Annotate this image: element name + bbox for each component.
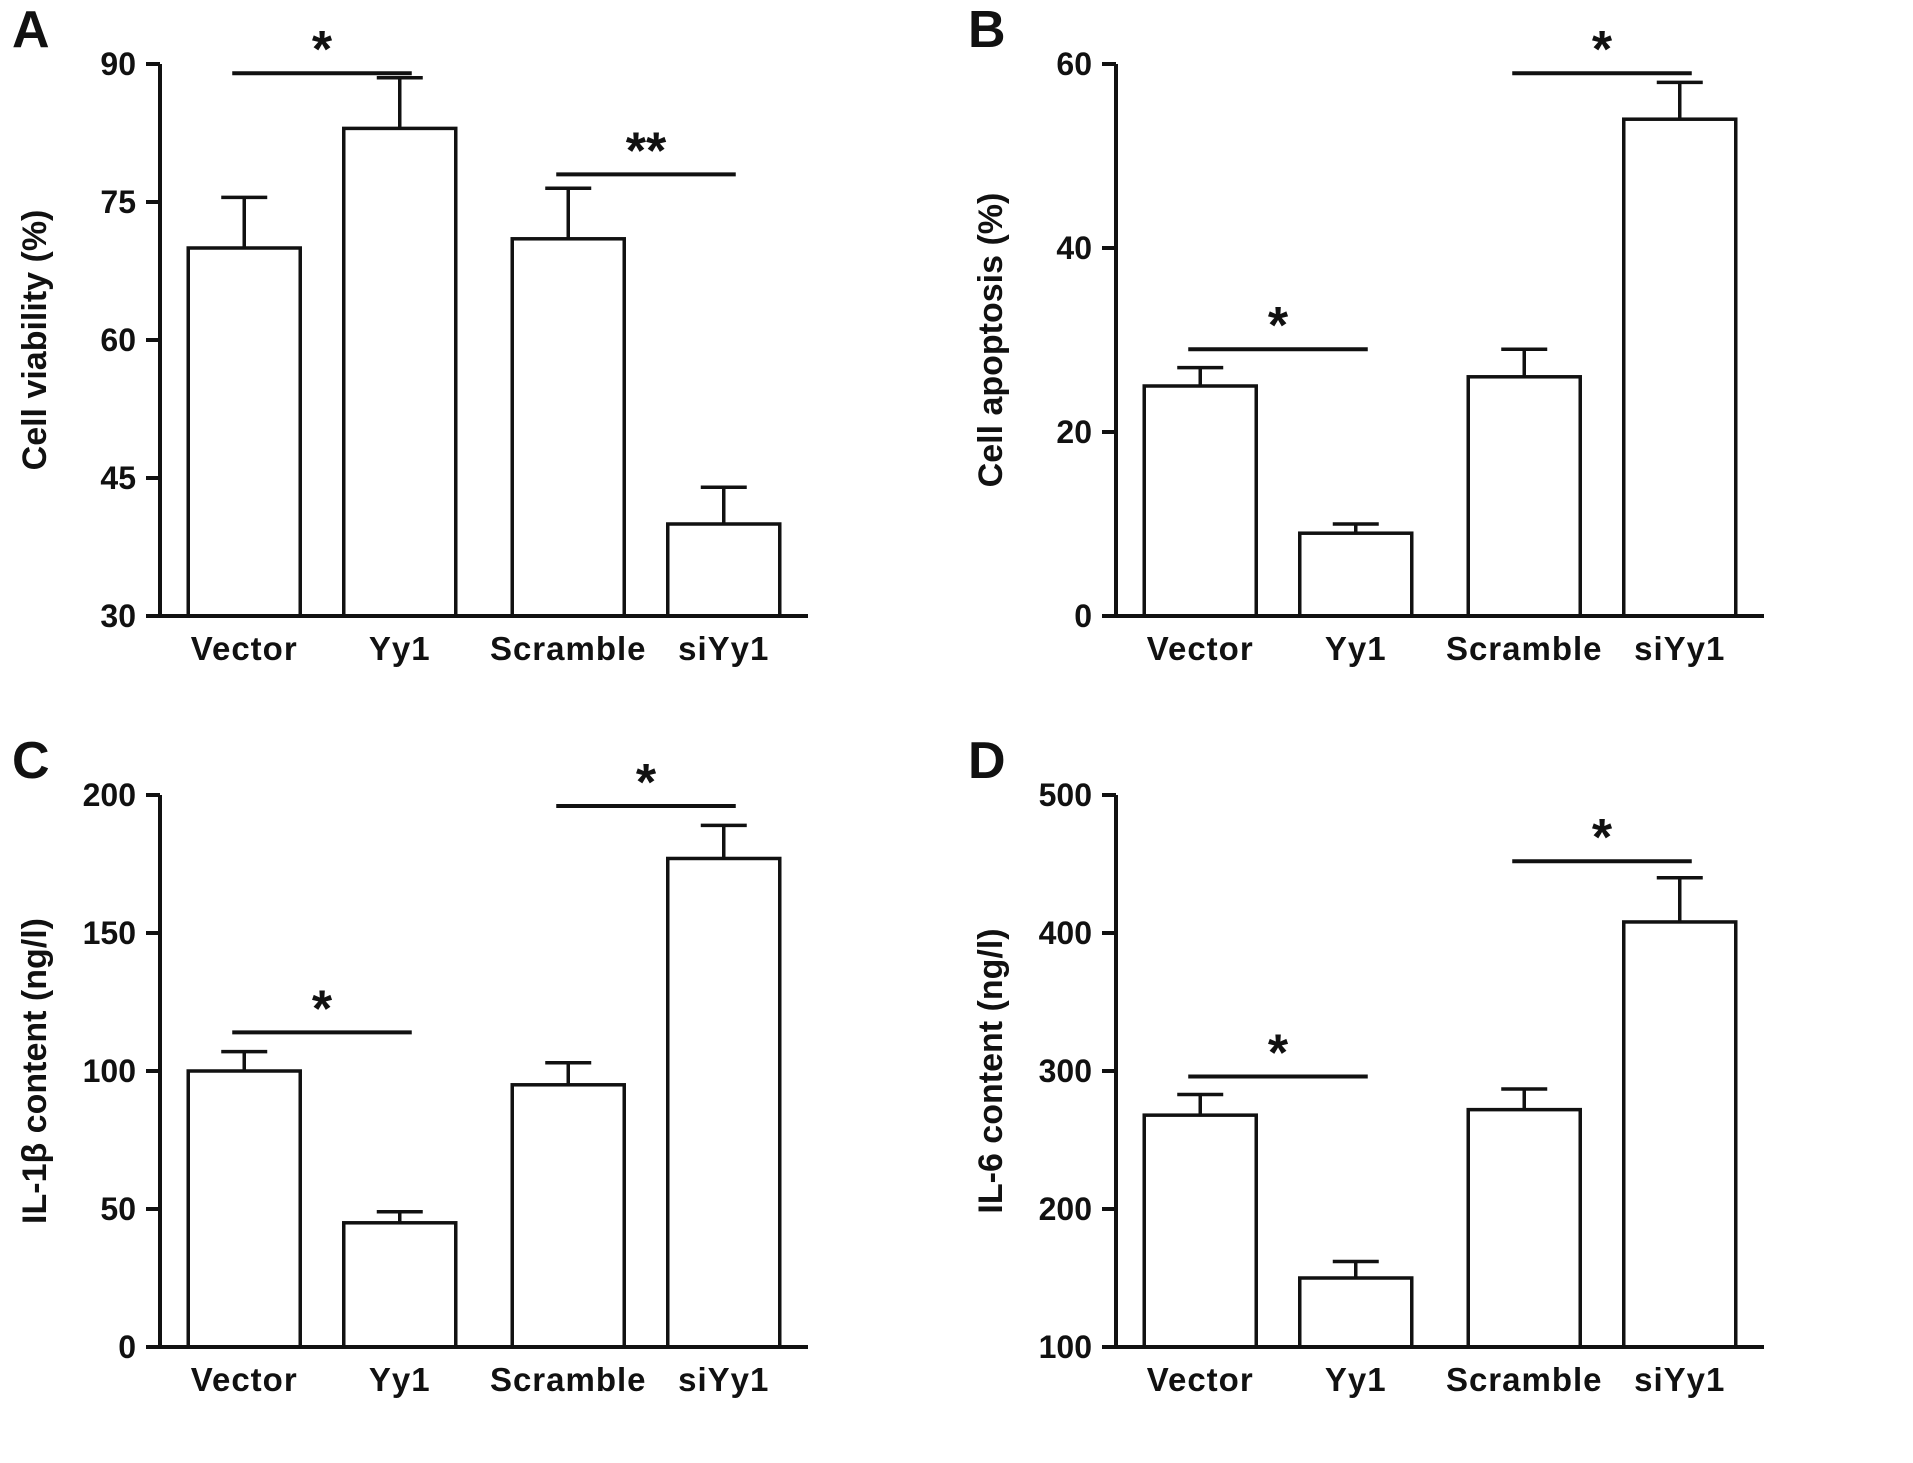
y-axis-label: Cell apoptosis (%) <box>972 193 1010 488</box>
panel-d-letter: D <box>968 732 1006 790</box>
significance-asterisk: * <box>1268 1025 1289 1083</box>
category-label-siyy1: siYy1 <box>1634 1361 1725 1398</box>
bar-yy1 <box>1298 531 1414 618</box>
bar-siyy1 <box>666 522 782 618</box>
significance-asterisk: * <box>1592 809 1613 867</box>
panel-d: D 100 200 300 400 500 IL-6 content (ng/l) Vect… <box>956 731 1913 1463</box>
panel-b: B 0 20 40 60 Cell apoptosis (%) Vector Yy1 Scra… <box>956 0 1913 731</box>
bar-scramble <box>1466 1107 1582 1349</box>
significance-asterisk: ** <box>626 122 667 180</box>
y-axis-label: Cell viability (%) <box>16 210 54 471</box>
y-tick-label: 20 <box>1056 414 1092 450</box>
category-label-vector: Vector <box>1147 630 1254 667</box>
bar-siyy1 <box>1622 117 1738 618</box>
y-tick-label: 300 <box>1039 1053 1092 1089</box>
significance-asterisk: * <box>1592 21 1613 79</box>
category-label-yy1: Yy1 <box>369 630 431 667</box>
panel-c: C 0 50 100 150 200 IL-1β content (ng/l) Vector… <box>0 731 956 1463</box>
y-tick-label: 0 <box>118 1329 136 1365</box>
category-label-vector: Vector <box>1147 1361 1254 1398</box>
bar-siyy1 <box>666 856 782 1349</box>
panel-a-chart: 30 45 60 75 90 Cell viability (%) Vector Yy1 Scr… <box>16 21 808 667</box>
significance-asterisk: * <box>312 21 333 79</box>
bar-scramble <box>510 1083 626 1349</box>
panel-b-letter: B <box>968 1 1006 59</box>
y-axis-label: IL-1β content (ng/l) <box>16 918 54 1224</box>
y-tick-label: 0 <box>1074 598 1092 634</box>
bar-scramble <box>510 237 626 618</box>
y-tick-label: 90 <box>100 46 136 82</box>
bar-siyy1 <box>1622 920 1738 1349</box>
y-tick-label: 200 <box>1039 1191 1092 1227</box>
y-tick-label: 45 <box>100 460 136 496</box>
y-tick-label: 100 <box>83 1053 136 1089</box>
bar-vector <box>186 246 302 618</box>
category-label-yy1: Yy1 <box>1325 1361 1387 1398</box>
significance-asterisk: * <box>1268 297 1289 355</box>
significance-asterisk: * <box>312 980 333 1038</box>
category-label-vector: Vector <box>191 1361 298 1398</box>
category-label-siyy1: siYy1 <box>678 630 769 667</box>
y-tick-label: 60 <box>1056 46 1092 82</box>
bar-scramble <box>1466 375 1582 618</box>
y-tick-label: 200 <box>83 777 136 813</box>
panel-b-chart: 0 20 40 60 Cell apoptosis (%) Vector Yy1 Scramb… <box>972 21 1764 667</box>
category-label-yy1: Yy1 <box>1325 630 1387 667</box>
bar-yy1 <box>1298 1276 1414 1349</box>
y-tick-label: 40 <box>1056 230 1092 266</box>
category-label-scramble: Scramble <box>1446 630 1603 667</box>
significance-asterisk: * <box>636 754 657 812</box>
category-label-scramble: Scramble <box>490 630 647 667</box>
y-tick-label: 50 <box>100 1191 136 1227</box>
panel-c-chart: 0 50 100 150 200 IL-1β content (ng/l) Vector Yy… <box>16 754 808 1398</box>
panel-a-letter: A <box>12 1 50 59</box>
category-label-vector: Vector <box>191 630 298 667</box>
bar-vector <box>186 1069 302 1349</box>
category-label-scramble: Scramble <box>1446 1361 1603 1398</box>
panel-d-chart: 100 200 300 400 500 IL-6 content (ng/l) Vector… <box>972 777 1764 1398</box>
y-tick-label: 400 <box>1039 915 1092 951</box>
category-label-scramble: Scramble <box>490 1361 647 1398</box>
bar-vector <box>1142 1113 1258 1349</box>
y-tick-label: 150 <box>83 915 136 951</box>
y-tick-label: 60 <box>100 322 136 358</box>
y-tick-label: 100 <box>1039 1329 1092 1365</box>
y-tick-label: 500 <box>1039 777 1092 813</box>
category-label-siyy1: siYy1 <box>678 1361 769 1398</box>
category-label-siyy1: siYy1 <box>1634 630 1725 667</box>
panel-c-letter: C <box>12 732 50 790</box>
bar-vector <box>1142 384 1258 618</box>
y-tick-label: 75 <box>100 184 136 220</box>
bar-yy1 <box>342 1221 458 1349</box>
bar-yy1 <box>342 126 458 618</box>
category-label-yy1: Yy1 <box>369 1361 431 1398</box>
y-axis-label: IL-6 content (ng/l) <box>972 928 1010 1213</box>
panel-a: A 30 45 60 75 90 Cell viability (%) Vector Yy1 S… <box>0 0 956 731</box>
y-tick-label: 30 <box>100 598 136 634</box>
